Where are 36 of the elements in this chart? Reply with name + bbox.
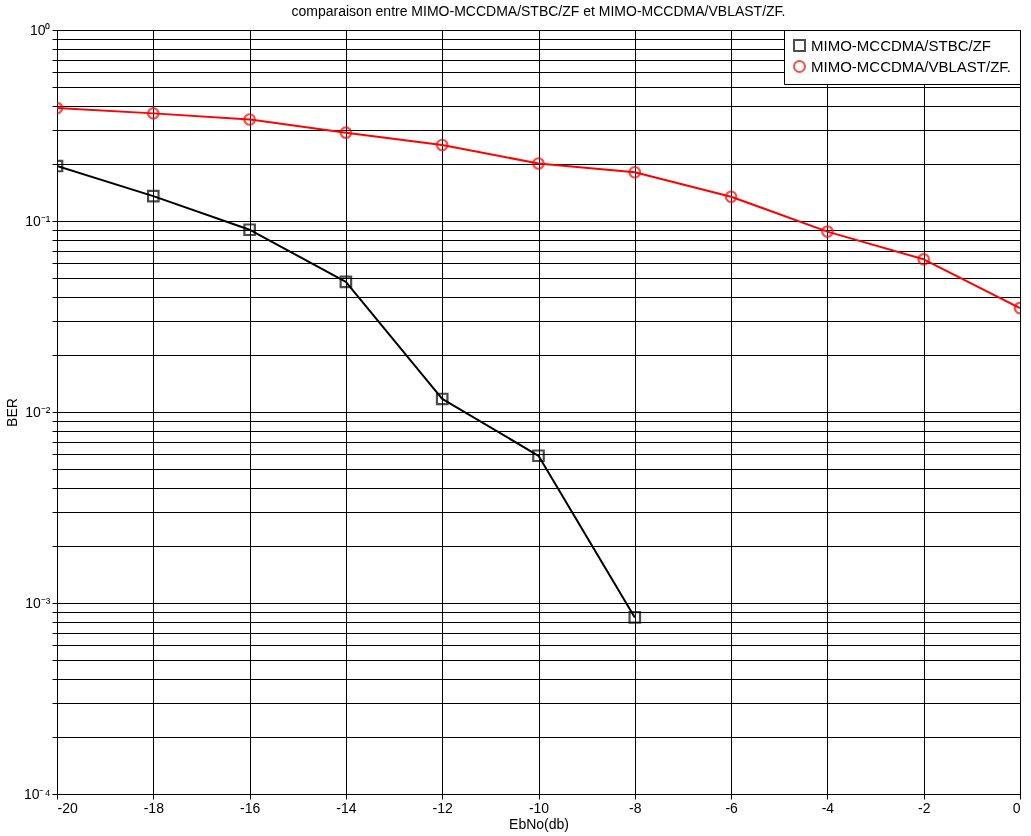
- point: [435, 392, 449, 406]
- y-tick-label: 10⁰: [29, 21, 51, 38]
- chart-title: comparaison entre MIMO-MCCDMA/STBC/ZF et MIMO-MCCDMA/VBLAST/ZF.: [291, 3, 786, 19]
- x-axis-title: EbNo(db): [509, 815, 569, 832]
- x-tick-label: -4: [821, 799, 835, 816]
- x-tick-label: -6: [725, 799, 739, 816]
- y-axis-title: BER: [3, 398, 20, 427]
- point: [532, 449, 545, 463]
- y-tick-label: 10⁻⁴: [23, 785, 51, 802]
- x-tick-label: -20: [57, 799, 78, 816]
- legend-label: MIMO-MCCDMA/VBLAST/ZF.: [811, 57, 1012, 75]
- x-tick-label: 0: [1012, 799, 1021, 816]
- point: [917, 252, 931, 266]
- x-tick-label: -8: [629, 799, 642, 816]
- y-tick-label: 10⁻²: [25, 403, 51, 420]
- point: [339, 126, 353, 140]
- point: [146, 107, 160, 120]
- x-tick-label: -14: [336, 799, 357, 816]
- point: [243, 113, 256, 126]
- x-tick-label: -18: [143, 799, 165, 816]
- point: [532, 157, 545, 170]
- x-tick-label: -10: [528, 799, 550, 816]
- y-tick-label: 10⁻¹: [25, 212, 51, 229]
- point: [339, 275, 353, 289]
- point: [146, 189, 160, 203]
- x-tick-label: -12: [432, 799, 454, 816]
- point: [724, 190, 738, 204]
- y-tick-label: 10⁻³: [25, 594, 51, 611]
- point: [243, 223, 256, 237]
- point: [821, 225, 834, 238]
- point: [628, 165, 642, 179]
- point: [435, 138, 449, 152]
- x-tick-label: -2: [917, 799, 931, 816]
- legend-label: MIMO-MCCDMA/STBC/ZF: [811, 36, 991, 54]
- point: [628, 611, 642, 624]
- x-tick-label: -16: [239, 799, 261, 816]
